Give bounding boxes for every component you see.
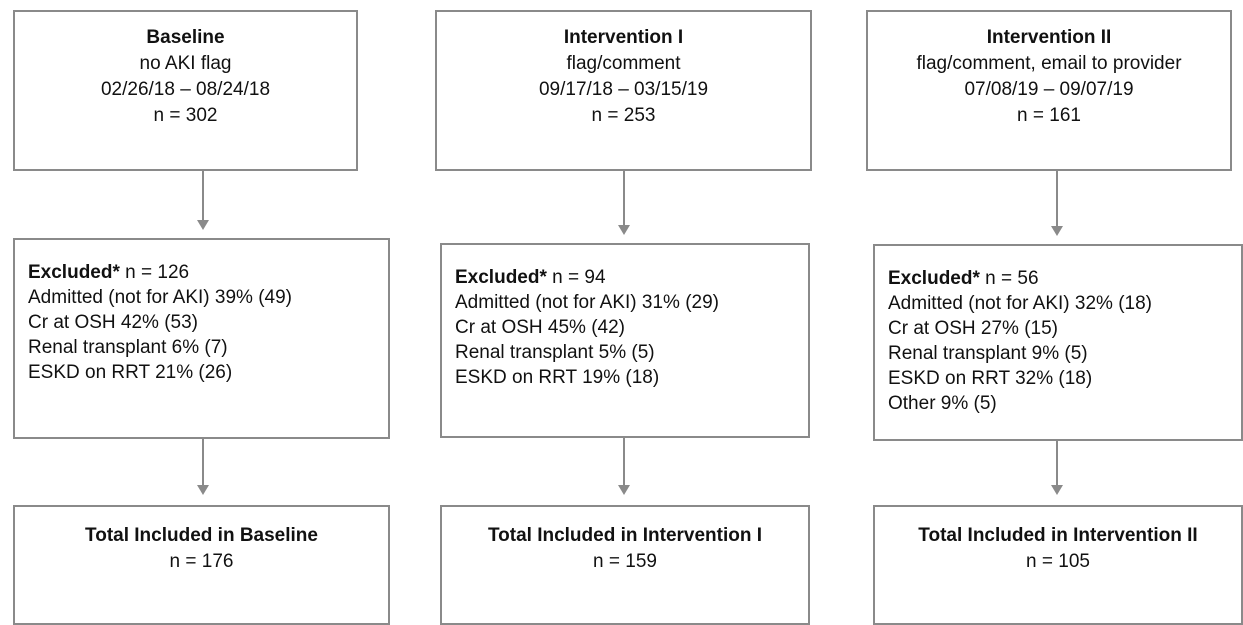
excluded-n: n = 126 xyxy=(125,262,190,283)
stage-line: n = 253 xyxy=(591,105,656,126)
arrow xyxy=(618,438,630,495)
stage-line: n = 161 xyxy=(1017,105,1081,126)
excluded-item: Renal transplant 9% (5) xyxy=(888,343,1088,364)
total-title: Total Included in Intervention I xyxy=(487,525,763,546)
excluded-box: Excluded* n = 56 Admitted (not for AKI) 3… xyxy=(873,244,1243,441)
total-box: Total Included in Intervention I n = 159 xyxy=(440,505,810,625)
stage-box: Intervention II flag/comment, email to pr… xyxy=(866,10,1232,171)
excluded-header: Excluded* n = 56 xyxy=(888,266,1241,291)
stage-line: n = 302 xyxy=(153,105,218,126)
excluded-n: n = 94 xyxy=(552,267,606,288)
stage-box: Baseline no AKI flag 02/26/18 – 08/24/18 n … xyxy=(13,10,358,171)
stage-line: flag/comment, email to provider xyxy=(916,53,1182,74)
arrow xyxy=(1051,441,1063,495)
total-title: Total Included in Baseline xyxy=(85,525,318,546)
excluded-header: Excluded* n = 94 xyxy=(455,265,808,290)
total-box: Total Included in Baseline n = 176 xyxy=(13,505,390,625)
stage-line: 09/17/18 – 03/15/19 xyxy=(538,79,709,100)
excluded-item: Admitted (not for AKI) 32% (18) xyxy=(888,293,1153,314)
excluded-item: ESKD on RRT 19% (18) xyxy=(455,367,660,388)
excluded-box: Excluded* n = 126 Admitted (not for AKI) … xyxy=(13,238,390,439)
stage-line: no AKI flag xyxy=(139,53,232,74)
stage-title: Intervention II xyxy=(986,27,1112,48)
page: (() => { const data = JSON.parse(documen… xyxy=(13,10,1243,625)
stage-line: 07/08/19 – 09/07/19 xyxy=(964,79,1134,100)
stage-title: Baseline xyxy=(146,27,225,48)
excluded-header: Excluded* n = 126 xyxy=(28,260,388,285)
arrow xyxy=(197,439,209,495)
total-n: n = 105 xyxy=(1026,551,1090,572)
stage-line: 02/26/18 – 08/24/18 xyxy=(100,79,271,100)
stage-line: flag/comment xyxy=(566,53,681,74)
total-title: Total Included in Intervention II xyxy=(918,525,1198,546)
total-n: n = 159 xyxy=(593,551,657,572)
total-n: n = 176 xyxy=(169,551,234,572)
excluded-label: Excluded* xyxy=(28,262,120,283)
excluded-item: ESKD on RRT 21% (26) xyxy=(28,362,233,383)
excluded-item: Cr at OSH 27% (15) xyxy=(888,318,1058,339)
excluded-item: Admitted (not for AKI) 39% (49) xyxy=(28,287,293,308)
excluded-box: Excluded* n = 94 Admitted (not for AKI) 3… xyxy=(440,243,810,438)
stage-title: Intervention I xyxy=(563,27,684,48)
excluded-item: Admitted (not for AKI) 31% (29) xyxy=(455,292,720,313)
excluded-item: Cr at OSH 45% (42) xyxy=(455,317,625,338)
excluded-item: Cr at OSH 42% (53) xyxy=(28,312,198,333)
excluded-item: ESKD on RRT 32% (18) xyxy=(888,368,1093,389)
excluded-n: n = 56 xyxy=(985,268,1039,289)
excluded-label: Excluded* xyxy=(455,267,547,288)
arrow xyxy=(197,171,209,230)
excluded-label: Excluded* xyxy=(888,268,980,289)
excluded-item: Renal transplant 5% (5) xyxy=(455,342,655,363)
excluded-item: Other 9% (5) xyxy=(888,393,997,414)
stage-box: Intervention I flag/comment 09/17/18 – 03/… xyxy=(435,10,812,171)
total-box: Total Included in Intervention II n = 105 xyxy=(873,505,1243,625)
arrow xyxy=(618,171,630,235)
arrow xyxy=(1051,171,1063,236)
excluded-item: Renal transplant 6% (7) xyxy=(28,337,228,358)
